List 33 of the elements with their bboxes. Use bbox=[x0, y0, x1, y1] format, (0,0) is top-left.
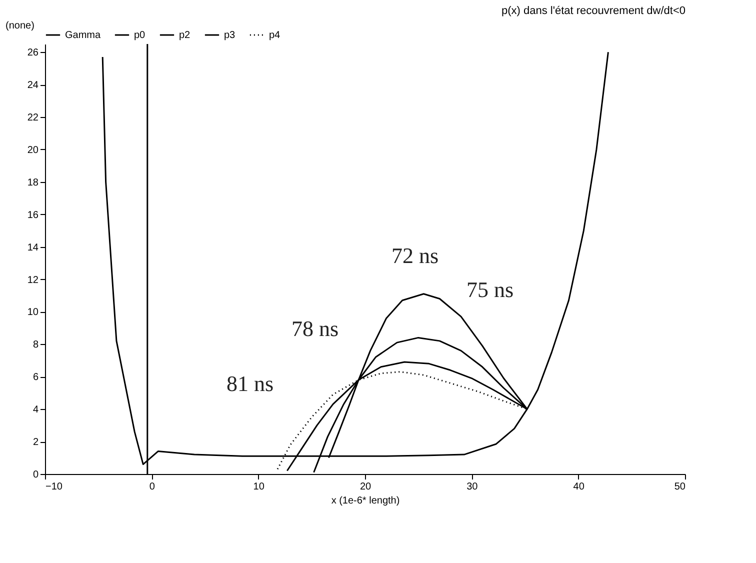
annotation: 81 ns bbox=[226, 371, 274, 396]
legend-label: p2 bbox=[179, 30, 191, 41]
legend-label: p3 bbox=[224, 30, 236, 41]
y-tick-label: 8 bbox=[32, 340, 39, 351]
x-tick-label: 30 bbox=[466, 482, 478, 492]
y-tick-label: 6 bbox=[32, 372, 39, 384]
y-tick-label: 12 bbox=[27, 274, 39, 286]
y-tick-label: 18 bbox=[27, 177, 39, 188]
y-tick-label: 26 bbox=[27, 48, 39, 59]
y-tick-label: 2 bbox=[32, 437, 39, 448]
chart-title: p(x) dans l'état recouvrement dw/dt<0 bbox=[502, 5, 686, 17]
annotation: 75 ns bbox=[466, 277, 514, 302]
y-tick-label: 10 bbox=[27, 307, 39, 318]
x-axis-title: x (1e-6* length) bbox=[331, 496, 400, 506]
y-tick-label: 24 bbox=[27, 80, 39, 92]
y-tick-label: 16 bbox=[27, 210, 39, 221]
x-tick-label: −10 bbox=[46, 482, 63, 492]
x-tick-label: 0 bbox=[149, 482, 156, 492]
legend-label: Gamma bbox=[65, 30, 101, 41]
y-axis-title: (none) bbox=[6, 20, 34, 32]
y-tick-label: 22 bbox=[27, 112, 39, 124]
x-tick-label: 20 bbox=[360, 482, 372, 492]
y-tick-label: 14 bbox=[27, 242, 39, 254]
x-tick-label: 10 bbox=[253, 482, 265, 492]
y-tick-label: 4 bbox=[32, 404, 39, 416]
annotation: 78 ns bbox=[291, 316, 339, 341]
legend-label: p4 bbox=[269, 30, 281, 41]
legend-label: p0 bbox=[134, 30, 146, 41]
y-tick-label: 20 bbox=[27, 144, 39, 156]
y-tick-label: 0 bbox=[32, 470, 39, 480]
annotation: 72 ns bbox=[391, 243, 439, 268]
x-tick-label: 40 bbox=[573, 482, 585, 492]
x-tick-label: 50 bbox=[674, 482, 686, 492]
